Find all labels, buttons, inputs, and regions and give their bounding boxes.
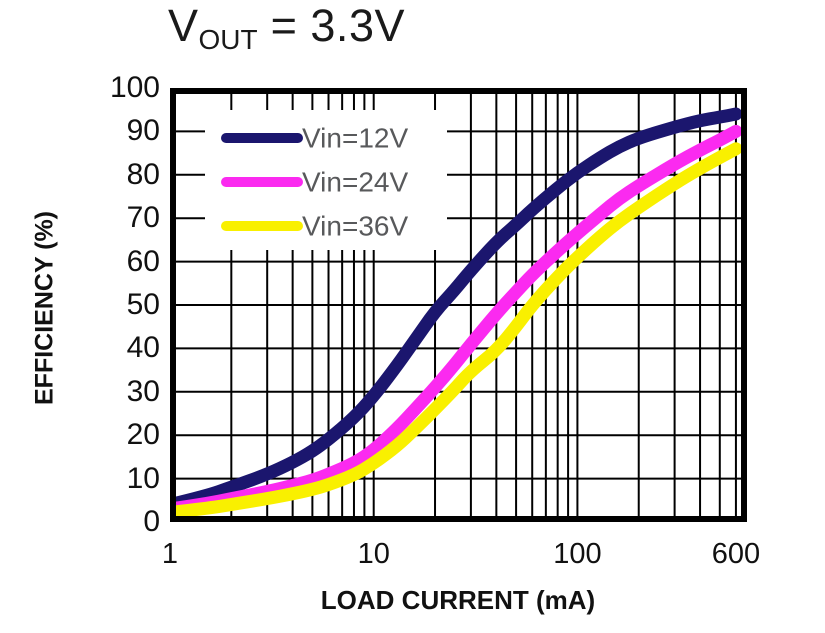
y-tick-label-80: 80 xyxy=(126,157,160,191)
y-tick-label-0: 0 xyxy=(143,505,160,538)
y-tick-label-70: 70 xyxy=(126,201,160,235)
y-tick-label-40: 40 xyxy=(126,331,160,365)
title-suffix: = 3.3V xyxy=(257,0,405,51)
y-tick-label-30: 30 xyxy=(126,374,160,408)
y-tick-label-20: 20 xyxy=(126,418,160,452)
y-tick-label-10: 10 xyxy=(126,461,160,495)
curve-vin-24v xyxy=(170,124,743,516)
y-tick-label-50: 50 xyxy=(126,288,160,321)
legend-label-vin-12v: Vin=12V xyxy=(302,123,408,154)
x-axis-title: LOAD CURRENT (mA) xyxy=(320,585,596,615)
title-subscript: OUT xyxy=(198,24,258,55)
title-prefix: V xyxy=(168,0,199,51)
plot-area: Vin=12V Vin=24V Vin=36V xyxy=(170,88,747,522)
x-tick-label-10: 10 xyxy=(357,538,390,570)
x-tick-label-1: 1 xyxy=(161,538,179,570)
legend-label-vin-24v: Vin=24V xyxy=(302,167,408,198)
curve-vin-36v xyxy=(170,142,743,519)
chart-title: VOUT = 3.3V xyxy=(168,0,405,56)
efficiency-chart-plot: Vin=12V Vin=24V Vin=36V xyxy=(170,88,747,522)
curves-group xyxy=(170,107,743,519)
y-tick-label-100: 100 xyxy=(109,71,160,104)
curve-vin-12v xyxy=(170,107,743,512)
x-tick-label-600: 600 xyxy=(711,538,761,570)
y-tick-label-60: 60 xyxy=(126,244,160,278)
legend-label-vin-36v: Vin=36V xyxy=(302,211,408,242)
plot-border xyxy=(170,88,747,522)
x-tick-label-100: 100 xyxy=(553,538,602,570)
y-tick-label-90: 90 xyxy=(126,114,160,148)
